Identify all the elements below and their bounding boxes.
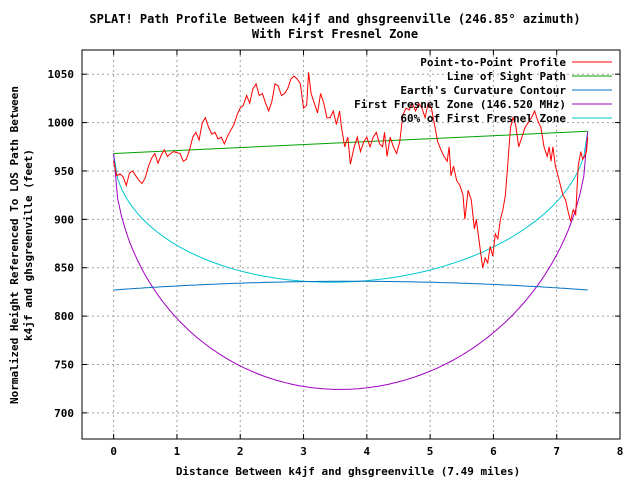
series-line-4 — [113, 131, 589, 283]
series-line-3 — [113, 131, 589, 390]
plot-series — [113, 72, 589, 390]
series-line-0 — [113, 72, 589, 268]
plot-frame — [81, 49, 621, 440]
x-tick-label: 8 — [617, 445, 624, 458]
y-tick-label: 950 — [54, 165, 74, 178]
x-tick-label: 4 — [364, 445, 371, 458]
series-line-2 — [113, 280, 588, 291]
y-tick-label: 800 — [54, 310, 74, 323]
chart-title: SPLAT! Path Profile Between k4jf and ghs… — [89, 12, 580, 26]
legend-label: Earth's Curvature Contour — [400, 84, 566, 97]
legend-label: Point-to-Point Profile — [420, 56, 566, 69]
tick-labels: 0 1 2 3 4 5 6 7 8 700 750 800 850 900 950 1000 1050 — [48, 68, 624, 458]
x-tick-label: 6 — [490, 445, 497, 458]
y-tick-label: 850 — [54, 262, 74, 275]
legend-label: 60% of First Fresnel Zone — [400, 112, 566, 125]
series-line-1 — [113, 130, 588, 154]
x-tick-label: 2 — [237, 445, 244, 458]
x-tick-label: 7 — [553, 445, 560, 458]
y-tick-label: 750 — [54, 358, 74, 371]
y-axis-label-line1: Normalized Height Referenced To LOS Path… — [8, 86, 21, 404]
y-tick-label: 1000 — [48, 117, 75, 130]
x-tick-label: 3 — [300, 445, 307, 458]
x-tick-label: 5 — [427, 445, 434, 458]
x-axis-label: Distance Between k4jf and ghsgreenville … — [176, 465, 520, 478]
y-tick-label: 900 — [54, 213, 74, 226]
y-tick-label: 700 — [54, 407, 74, 420]
y-tick-label: 1050 — [48, 68, 75, 81]
y-axis-label-line2: k4jf and ghsgreenville (feet) — [22, 149, 35, 341]
legend-label: Line of Sight Path — [447, 70, 566, 83]
legend-label: First Fresnel Zone (146.520 MHz) — [354, 98, 566, 111]
x-tick-label: 0 — [110, 445, 117, 458]
chart-subtitle: With First Fresnel Zone — [252, 27, 418, 41]
x-tick-label: 1 — [174, 445, 181, 458]
